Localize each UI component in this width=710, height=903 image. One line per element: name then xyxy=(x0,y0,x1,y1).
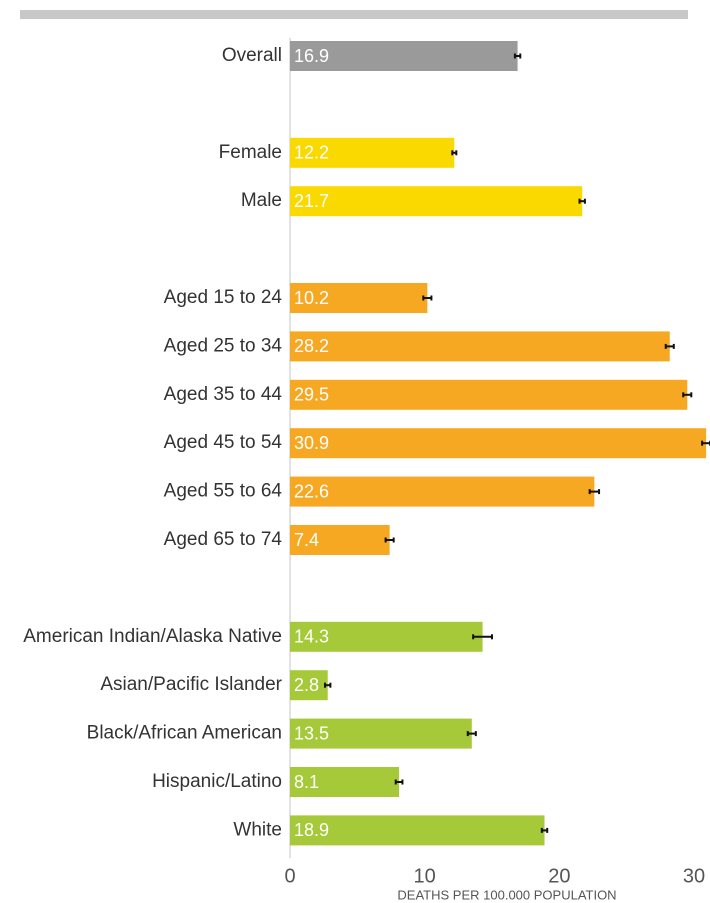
value-label: 16.9 xyxy=(294,46,329,66)
category-label: Black/African American xyxy=(87,723,282,744)
category-label: Aged 55 to 64 xyxy=(164,481,283,502)
error-bar xyxy=(466,731,477,737)
header-rule xyxy=(20,10,688,19)
bar xyxy=(290,525,390,555)
value-label: 18.9 xyxy=(294,820,329,840)
bar xyxy=(290,41,518,71)
bar xyxy=(290,621,483,652)
value-label: 30.9 xyxy=(294,433,329,453)
category-label: Aged 65 to 74 xyxy=(164,529,283,550)
error-bar xyxy=(324,682,332,688)
x-tick-label: 10 xyxy=(414,865,436,887)
value-label: 8.1 xyxy=(294,772,319,792)
x-axis-label: DEATHS PER 100.000 POPULATION xyxy=(397,887,616,902)
error-bar xyxy=(588,489,601,495)
value-label: 21.7 xyxy=(294,191,329,211)
error-bar xyxy=(394,779,404,785)
category-label: White xyxy=(233,819,282,840)
error-bar xyxy=(384,537,395,543)
error-bar xyxy=(682,392,693,398)
category-label: Aged 15 to 24 xyxy=(164,287,283,308)
x-tick-label: 30 xyxy=(683,865,705,887)
bar xyxy=(290,428,707,459)
category-label: Aged 35 to 44 xyxy=(164,384,283,405)
error-bar xyxy=(472,634,493,640)
value-label: 28.2 xyxy=(294,336,329,356)
value-label: 12.2 xyxy=(294,143,329,163)
bar xyxy=(290,670,328,701)
value-label: 29.5 xyxy=(294,385,329,405)
x-tick-label: 20 xyxy=(548,865,570,887)
value-label: 10.2 xyxy=(294,288,329,308)
error-bar xyxy=(701,440,710,446)
bar xyxy=(290,379,688,410)
value-label: 22.6 xyxy=(294,481,329,501)
bar xyxy=(290,283,428,313)
value-label: 14.3 xyxy=(294,627,329,647)
bar xyxy=(290,476,595,507)
bar xyxy=(290,186,583,217)
value-label: 13.5 xyxy=(294,723,329,743)
bar xyxy=(290,767,400,797)
bar xyxy=(290,718,472,749)
category-label: Female xyxy=(219,142,282,163)
x-tick-label: 0 xyxy=(284,865,295,887)
error-bar xyxy=(451,150,458,156)
error-bar xyxy=(540,827,549,833)
value-label: 2.8 xyxy=(294,675,319,695)
category-label: Overall xyxy=(222,45,282,66)
category-label: Hispanic/Latino xyxy=(152,771,282,792)
category-label: Asian/Pacific Islander xyxy=(100,674,282,695)
bar xyxy=(290,815,545,846)
category-label: American Indian/Alaska Native xyxy=(23,626,282,647)
error-bar xyxy=(578,198,586,204)
bar xyxy=(290,331,670,362)
category-label: Aged 45 to 54 xyxy=(164,432,283,453)
value-label: 7.4 xyxy=(294,530,319,550)
error-bar xyxy=(422,295,433,301)
error-bar xyxy=(513,53,522,59)
bar xyxy=(290,137,455,168)
category-label: Male xyxy=(241,190,282,211)
error-bar xyxy=(664,343,675,349)
category-label: Aged 25 to 34 xyxy=(164,335,283,356)
